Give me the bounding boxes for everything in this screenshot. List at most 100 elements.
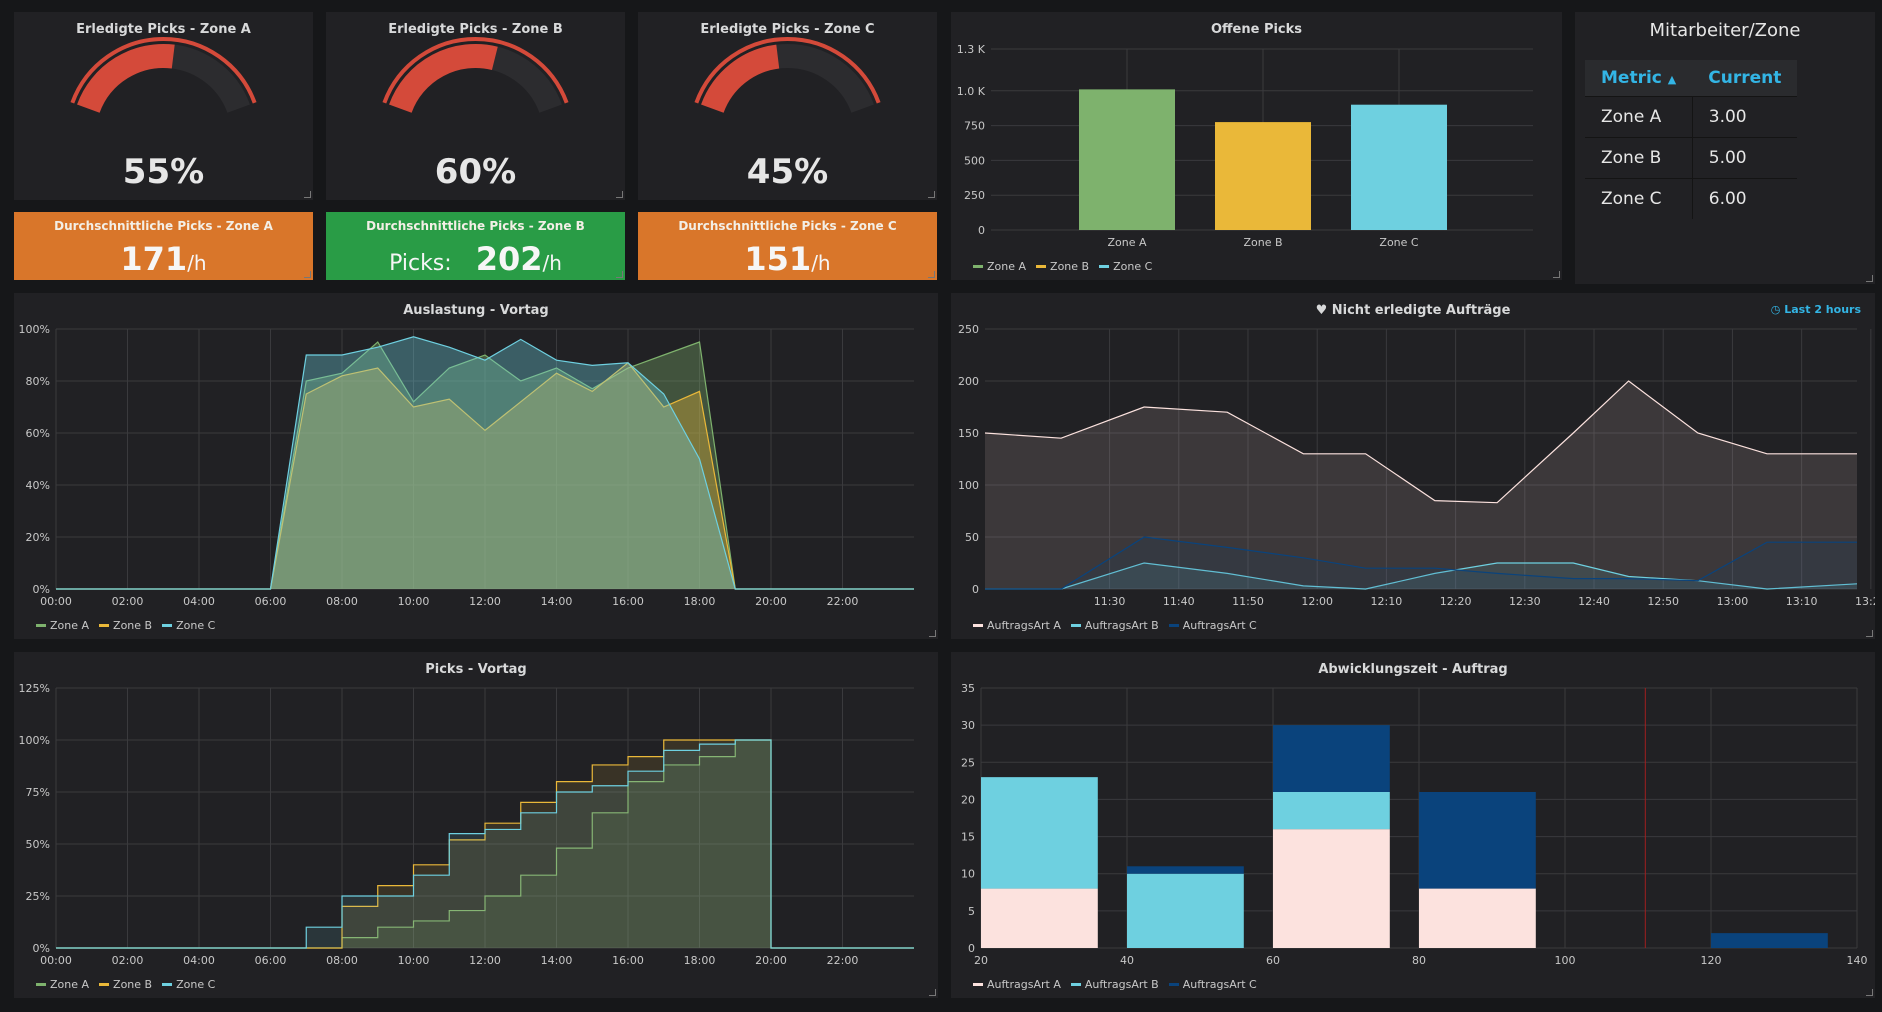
legend-item[interactable]: AuftragsArt C — [1168, 619, 1257, 632]
legend-item[interactable]: AuftragsArt A — [973, 619, 1061, 632]
stat-value: 171/h — [14, 240, 313, 278]
series-area — [56, 362, 914, 589]
legend-swatch — [36, 983, 46, 986]
x-tick-label: 11:50 — [1232, 595, 1264, 608]
resize-handle[interactable] — [929, 630, 936, 637]
resize-handle[interactable] — [1866, 630, 1873, 637]
resize-handle[interactable] — [929, 989, 936, 996]
y-tick-label: 0 — [968, 942, 975, 955]
resize-handle[interactable] — [1866, 275, 1873, 282]
legend-label: AuftragsArt C — [1182, 978, 1257, 991]
stat-unit: /h — [187, 251, 207, 275]
resize-handle[interactable] — [1866, 989, 1873, 996]
legend-label: Zone C — [1113, 260, 1153, 273]
column-header-metric[interactable]: Metric ▲ — [1585, 60, 1693, 97]
legend-item[interactable]: AuftragsArt C — [1168, 978, 1257, 991]
resize-handle[interactable] — [1553, 271, 1560, 278]
gauge-panel-zone-b[interactable]: Erledigte Picks - Zone B 60% — [326, 12, 625, 200]
x-tick-label: 06:00 — [255, 595, 287, 608]
nicht-erledigt-panel[interactable]: ♥ Nicht erledigte Aufträge ◷ Last 2 hour… — [951, 293, 1875, 639]
legend-label: Zone B — [113, 978, 153, 991]
x-tick-label: 18:00 — [684, 954, 716, 967]
auslastung-panel[interactable]: Auslastung - Vortag 0% 20% 40% 60% 80% 100% 00… — [14, 293, 938, 639]
stat-prefix: Picks: — [389, 251, 452, 276]
legend-swatch — [162, 624, 173, 627]
legend-swatch — [1070, 624, 1081, 627]
gauge-value: 60% — [434, 152, 517, 192]
abwicklungszeit-chart: 0 5 10 15 20 25 30 35 20 40 60 80 100 120 140 — [961, 682, 1868, 967]
legend-label: AuftragsArt B — [1084, 978, 1159, 991]
y-tick-label: 500 — [964, 154, 985, 167]
bar-segment — [981, 888, 1098, 948]
x-tick-label: 00:00 — [40, 954, 72, 967]
legend-item[interactable]: Zone A — [36, 619, 89, 632]
stat-unit: /h — [542, 251, 562, 275]
gauge-panel-zone-a[interactable]: Erledigte Picks - Zone A 55% — [14, 12, 313, 200]
series-line — [56, 739, 914, 949]
stat-panel-zone-b[interactable]: Durchschnittliche Picks - Zone B Picks: 2… — [326, 212, 625, 280]
time-range-badge[interactable]: ◷ Last 2 hours — [1771, 303, 1861, 316]
series-area — [56, 740, 914, 948]
x-tick-label: 20:00 — [755, 595, 787, 608]
resize-handle[interactable] — [928, 191, 935, 198]
y-tick-label: 250 — [964, 189, 985, 202]
legend-label: Zone B — [1050, 260, 1090, 273]
x-tick-label: 12:00 — [1301, 595, 1333, 608]
mitarbeiter-zone-panel[interactable]: Mitarbeiter/Zone Metric ▲ Current Zone A… — [1575, 12, 1875, 284]
column-header-current[interactable]: Current — [1692, 60, 1798, 97]
legend-item[interactable]: Zone C — [162, 619, 215, 632]
legend-item[interactable]: Zone C — [162, 978, 215, 991]
x-tick-label: 11:30 — [1094, 595, 1126, 608]
x-tick-label: Zone C — [1379, 236, 1419, 249]
stat-panel-zone-c[interactable]: Durchschnittliche Picks - Zone C 151/h — [638, 212, 937, 280]
legend-label: Zone C — [176, 978, 216, 991]
y-tick-label: 25 — [961, 756, 975, 769]
y-tick-label: 0 — [972, 583, 979, 596]
legend-item[interactable]: Zone B — [1036, 260, 1089, 273]
table-row: Zone A 3.00 — [1585, 96, 1798, 138]
resize-handle[interactable] — [304, 191, 311, 198]
legend-item[interactable]: AuftragsArt B — [1070, 978, 1159, 991]
legend-item[interactable]: Zone B — [99, 978, 152, 991]
y-tick-label: 25% — [26, 890, 50, 903]
legend-item[interactable]: Zone A — [973, 260, 1026, 273]
resize-handle[interactable] — [928, 271, 935, 278]
legend-item[interactable]: Zone B — [99, 619, 152, 632]
legend-item[interactable]: Zone A — [36, 978, 89, 991]
y-tick-label: 0% — [33, 583, 50, 596]
x-tick-label: 12:40 — [1578, 595, 1610, 608]
nicht-erledigt-chart: 0 50 100 150 200 250 11:30 11:40 11:50 12:00 12:10… — [958, 323, 1875, 608]
gauge-value-arc — [77, 44, 175, 114]
x-tick-label: 12:50 — [1647, 595, 1679, 608]
legend-label: AuftragsArt B — [1084, 619, 1159, 632]
y-tick-label: 80% — [26, 375, 50, 388]
picks-vortag-panel[interactable]: Picks - Vortag 0% 25% 50% 75% 100% 125% 00:00 0… — [14, 652, 938, 998]
series-area — [985, 563, 1857, 589]
panel-title: Erledigte Picks - Zone B — [388, 22, 563, 37]
stat-unit: /h — [811, 251, 831, 275]
resize-handle[interactable] — [616, 271, 623, 278]
x-tick-label: 06:00 — [255, 954, 287, 967]
bar-segment — [1127, 866, 1244, 874]
legend-item[interactable]: AuftragsArt B — [1070, 619, 1159, 632]
bar-segment — [1273, 829, 1390, 948]
x-tick-label: 12:00 — [469, 954, 501, 967]
panel-title: Durchschnittliche Picks - Zone C — [678, 219, 897, 233]
legend-item[interactable]: AuftragsArt A — [973, 978, 1061, 991]
x-tick-label: 60 — [1266, 954, 1280, 967]
x-tick-label: 20:00 — [755, 954, 787, 967]
abwicklungszeit-panel[interactable]: Abwicklungszeit - Auftrag 0 5 10 15 20 25 30 35… — [951, 652, 1875, 998]
stat-panel-zone-a[interactable]: Durchschnittliche Picks - Zone A 171/h — [14, 212, 313, 280]
x-tick-label: 12:30 — [1509, 595, 1541, 608]
legend-swatch — [99, 983, 110, 986]
legend-item[interactable]: Zone C — [1099, 260, 1152, 273]
resize-handle[interactable] — [304, 271, 311, 278]
resize-handle[interactable] — [616, 191, 623, 198]
x-tick-label: 14:00 — [541, 954, 573, 967]
bar-segment — [981, 777, 1098, 889]
x-tick-label: 11:40 — [1163, 595, 1195, 608]
gauge-panel-zone-c[interactable]: Erledigte Picks - Zone C 45% — [638, 12, 937, 200]
y-tick-label: 20% — [26, 531, 50, 544]
table-cell: Zone A — [1585, 96, 1693, 138]
